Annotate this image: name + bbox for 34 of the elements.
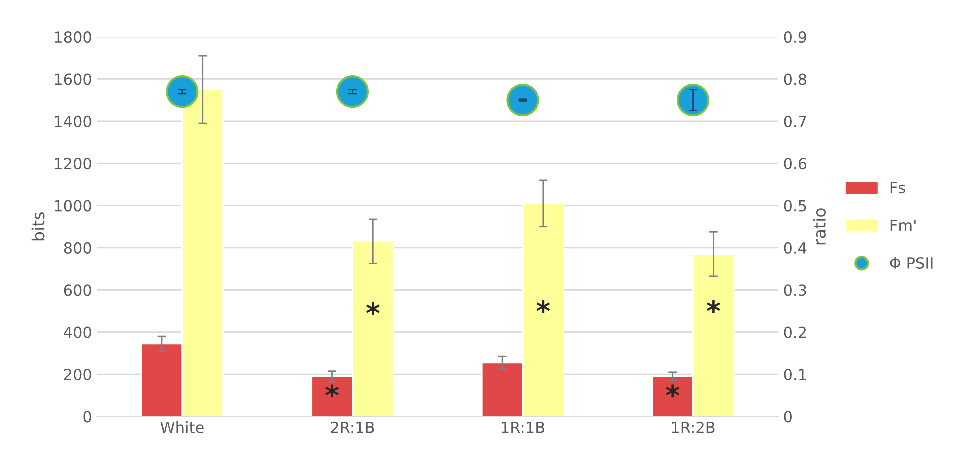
annotation: *	[666, 384, 680, 398]
y-tick-label: 1000	[55, 200, 92, 212]
annotation: *	[706, 300, 720, 314]
y-tick-label: 1400	[55, 116, 92, 128]
y2-tick-label: 0.9	[784, 32, 806, 44]
y2-tick-label: 0.8	[784, 74, 807, 86]
y-tick-label: 1600	[55, 74, 92, 86]
y-tick-label: 1800	[55, 32, 92, 44]
legend-label: Φ PSII	[890, 257, 933, 270]
y2-axis-title: ratio	[813, 208, 826, 245]
legend-label: Fm'	[890, 220, 916, 232]
y-tick-label: 200	[64, 368, 92, 381]
x-tick-label: 1R:1B	[502, 422, 545, 434]
y-tick-label: 1200	[55, 158, 92, 170]
legend-label: Fs	[890, 182, 906, 194]
y2-tick-label: 0.7	[784, 116, 806, 128]
y-tick-label: 400	[64, 326, 92, 338]
y2-tick-label: 0.5	[784, 200, 806, 212]
y-tick-label: 600	[64, 284, 92, 296]
annotation: *	[366, 302, 380, 316]
y2-tick-label: 0.6	[784, 158, 807, 170]
y2-tick-label: 0.4	[784, 242, 807, 254]
y2-tick-label: 0.3	[784, 284, 806, 296]
annotation: *	[326, 384, 339, 398]
y-tick-label: 800	[64, 242, 92, 254]
y2-tick-label: 0.1	[784, 368, 806, 381]
annotation: *	[536, 300, 550, 314]
y2-tick-label: 0	[784, 411, 792, 423]
x-tick-label: 1R:2B	[672, 422, 715, 434]
y-tick-label: 0	[84, 411, 92, 423]
y2-tick-label: 0.2	[784, 326, 806, 338]
x-tick-label: 2R:1B	[331, 422, 374, 434]
x-tick-label: White	[160, 422, 204, 434]
y-axis-title: bits	[32, 212, 45, 241]
